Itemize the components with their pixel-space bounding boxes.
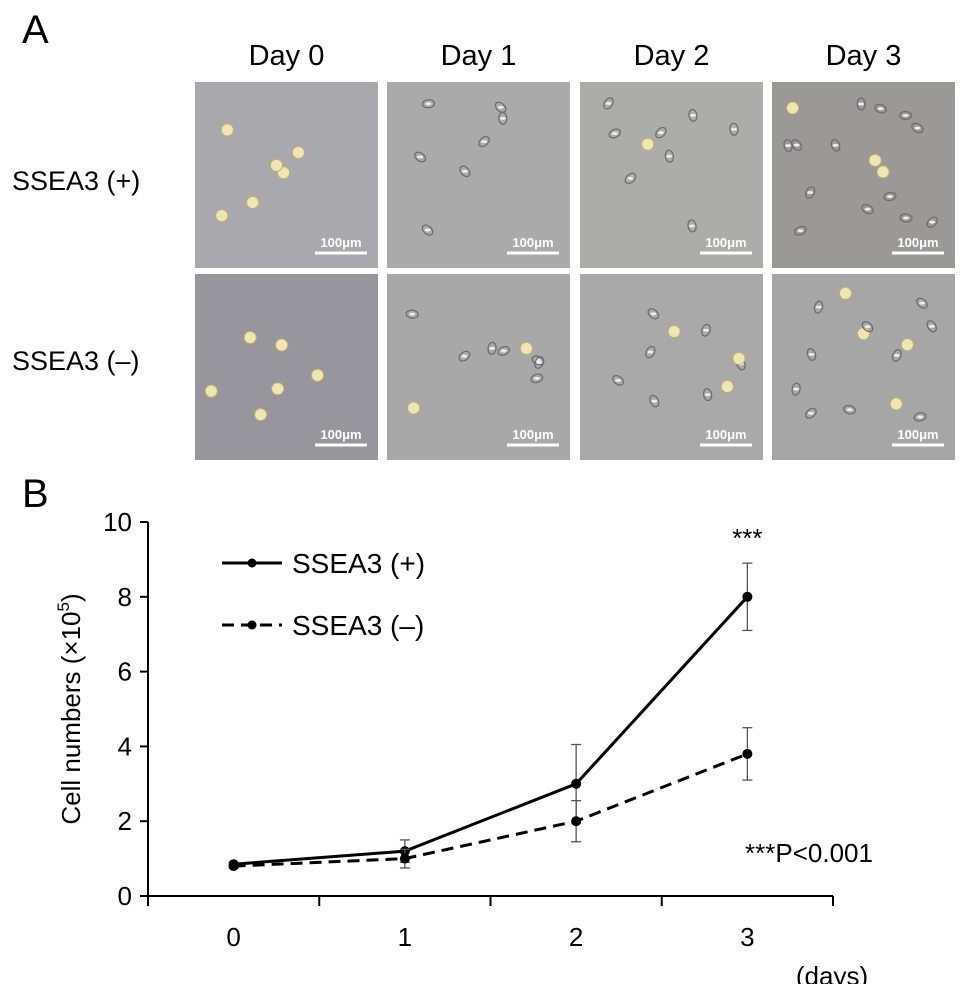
micrograph-r1-c1: 100μm xyxy=(195,82,378,268)
legend-label: SSEA3 (+) xyxy=(292,548,425,579)
micrograph-r1-c3: 100μm xyxy=(580,82,763,268)
scale-bar-label: 100μm xyxy=(897,427,938,442)
panel-a-letter: A xyxy=(22,8,49,52)
scale-bar-label: 100μm xyxy=(705,427,746,442)
legend-entry-2: SSEA3 (–) xyxy=(222,610,424,641)
data-point xyxy=(228,861,239,872)
y-tick-label: 2 xyxy=(118,806,132,836)
micrograph-r2-c3: 100μm xyxy=(580,274,763,460)
y-tick-label: 8 xyxy=(118,582,132,612)
column-label-day-1: Day 1 xyxy=(440,40,517,72)
column-label-day-3: Day 3 xyxy=(825,40,902,72)
micrograph-r1-c2: 100μm xyxy=(387,82,570,268)
panel-b-letter: B xyxy=(22,472,49,516)
data-point xyxy=(742,591,753,602)
scale-bar-label: 100μm xyxy=(512,235,553,250)
x-tick-label: 0 xyxy=(226,922,240,952)
data-point xyxy=(571,816,582,827)
scale-bar-label: 100μm xyxy=(512,427,553,442)
scale-bar-label: 100μm xyxy=(705,235,746,250)
series-line-2 xyxy=(233,752,748,868)
column-label-day-0: Day 0 xyxy=(248,40,325,72)
data-point xyxy=(399,853,410,864)
x-tick-label: 2 xyxy=(569,922,583,952)
column-label-day-2: Day 2 xyxy=(633,40,710,72)
x-axis-label: (days) xyxy=(796,961,868,984)
micrograph-r2-c2: 100μm xyxy=(387,274,570,460)
x-tick-label: 3 xyxy=(740,922,754,952)
cell-growth-chart: 0 2 4 6 8 10 0 1 2 3 (days) Cell numbers (×105) *** *… xyxy=(54,507,873,984)
micrograph-r2-c4: 100μm xyxy=(772,274,955,460)
series-line-1 xyxy=(233,595,749,866)
significance-marker: *** xyxy=(732,523,762,553)
data-point xyxy=(742,748,753,759)
legend-entry-1: SSEA3 (+) xyxy=(222,548,425,579)
row-label-ssea3-positive: SSEA3 (+) xyxy=(12,166,141,196)
micrograph-r1-c4: 100μm xyxy=(772,82,955,268)
row-label-ssea3-negative: SSEA3 (–) xyxy=(12,346,140,376)
y-axis-label: Cell numbers (×105) xyxy=(54,593,86,824)
data-point xyxy=(571,778,582,789)
scale-bar-label: 100μm xyxy=(320,427,361,442)
y-tick-label: 10 xyxy=(103,507,132,537)
y-tick-label: 6 xyxy=(118,657,132,687)
legend-label: SSEA3 (–) xyxy=(292,610,424,641)
scale-bar-label: 100μm xyxy=(897,235,938,250)
scale-bar-label: 100μm xyxy=(320,235,361,250)
y-tick-label: 0 xyxy=(118,881,132,911)
p-value-note: ***P<0.001 xyxy=(745,838,873,868)
y-tick-label: 4 xyxy=(118,731,132,761)
x-tick-label: 1 xyxy=(398,922,412,952)
micrograph-r2-c1: 100μm xyxy=(195,274,378,460)
